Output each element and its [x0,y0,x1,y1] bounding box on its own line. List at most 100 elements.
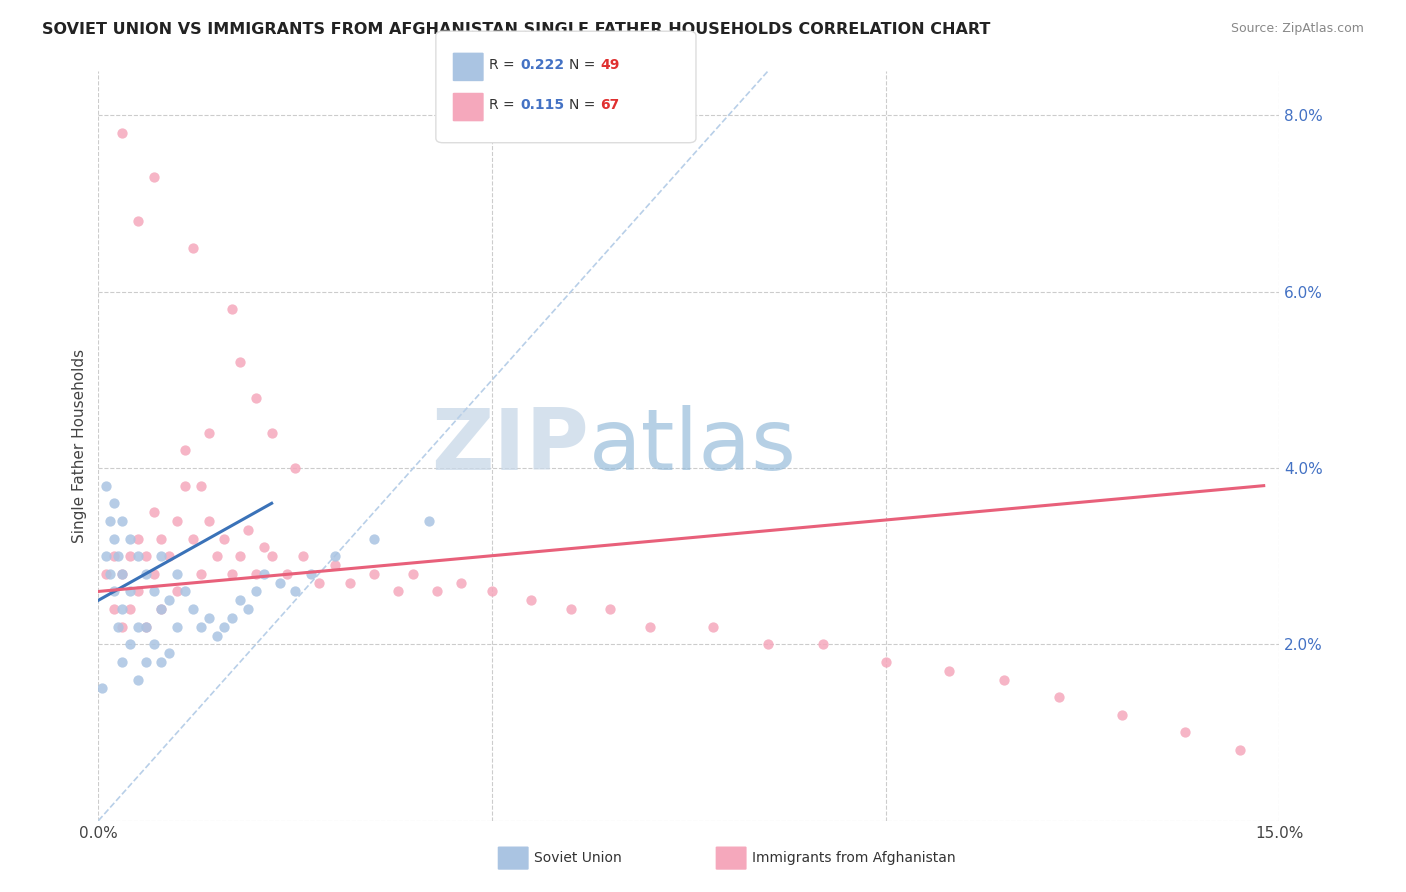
Point [91,681,114,696]
Point [481,584,503,599]
Point [98,514,121,528]
Point [221,566,243,581]
Point [127,549,149,564]
Text: 0.222: 0.222 [520,58,564,72]
Point [229,549,252,564]
Point [96,566,118,581]
Point [236,602,259,616]
Point [150,532,173,546]
Point [118,549,141,564]
Text: N =: N = [569,98,600,112]
Point [221,611,243,625]
Point [111,602,134,616]
Point [111,566,134,581]
Point [157,593,180,607]
Text: R =: R = [489,58,519,72]
Point [308,575,330,590]
Point [260,549,283,564]
Point [245,566,267,581]
Point [150,602,173,616]
Point [1174,725,1197,739]
Point [142,170,165,185]
Point [111,655,134,669]
Point [142,637,165,651]
Y-axis label: Single Father Households: Single Father Households [72,349,87,543]
Text: ZIP: ZIP [430,404,589,488]
Point [205,628,228,642]
Point [402,566,425,581]
Point [1111,707,1133,722]
Point [190,566,212,581]
Point [993,673,1015,687]
Text: Immigrants from Afghanistan: Immigrants from Afghanistan [752,851,956,865]
Point [450,575,472,590]
Text: atlas: atlas [589,404,797,488]
Point [599,602,621,616]
Text: N =: N = [569,58,600,72]
Point [118,532,141,546]
Point [174,584,197,599]
Point [387,584,409,599]
Point [103,584,125,599]
Point [229,593,252,607]
Point [135,549,157,564]
Point [323,549,346,564]
Point [245,391,267,405]
Text: 0.115: 0.115 [520,98,564,112]
Point [166,584,188,599]
Point [229,355,252,369]
Point [150,549,173,564]
Point [1229,743,1251,757]
Point [174,478,197,492]
Point [299,566,322,581]
Point [127,673,149,687]
Point [111,126,134,140]
Point [157,646,180,660]
Point [103,532,125,546]
Point [418,514,440,528]
Point [127,620,149,634]
Point [214,532,236,546]
Point [221,302,243,317]
Point [253,541,276,555]
Point [181,532,204,546]
Point [150,655,173,669]
Point [214,620,236,634]
Point [127,584,149,599]
Point [181,602,204,616]
Point [166,566,188,581]
Point [103,549,125,564]
Point [756,637,779,651]
Point [127,214,149,228]
Point [260,425,283,440]
Point [150,602,173,616]
Point [111,514,134,528]
Point [811,637,834,651]
Point [253,566,276,581]
Point [111,566,134,581]
Point [174,443,197,458]
Text: R =: R = [489,98,519,112]
Point [339,575,361,590]
Point [363,566,385,581]
Text: Soviet Union: Soviet Union [534,851,621,865]
Point [142,566,165,581]
Point [135,620,157,634]
Point [190,620,212,634]
Point [269,575,291,590]
Point [276,566,298,581]
Point [560,602,582,616]
Point [197,611,219,625]
Point [103,602,125,616]
Point [938,664,960,678]
Point [118,584,141,599]
Point [875,655,897,669]
Point [702,620,724,634]
Point [205,549,228,564]
Point [107,549,129,564]
Text: 49: 49 [600,58,620,72]
Point [135,566,157,581]
Point [426,584,449,599]
Point [197,425,219,440]
Point [96,478,118,492]
